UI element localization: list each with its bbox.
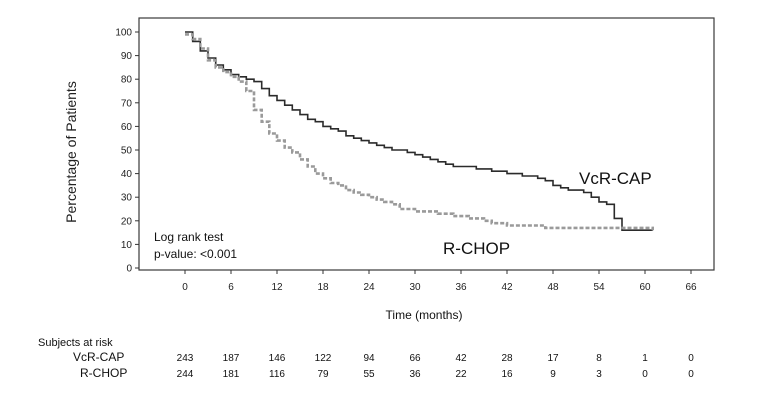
plot-frame	[138, 17, 715, 271]
risk-value: 94	[363, 353, 375, 364]
x-tick-label: 30	[409, 282, 421, 293]
x-tick-label: 0	[182, 282, 188, 293]
y-tick-label: 60	[121, 122, 133, 133]
risk-table-values: 243 187 146 122 94 66 42 28 17 8 1 0 244 181 116 79 55 36…	[177, 353, 695, 380]
x-tick-label: 24	[363, 282, 375, 293]
risk-value: 79	[317, 369, 329, 380]
x-tick-label: 66	[685, 282, 697, 293]
risk-value: 28	[501, 353, 513, 364]
risk-table-title: Subjects at risk	[38, 337, 113, 349]
y-axis: 0 10 20 30 40 50 60 70 80 90 100	[115, 28, 139, 275]
risk-value: 1	[642, 353, 648, 364]
risk-value: 55	[363, 369, 375, 380]
risk-value: 187	[223, 353, 240, 364]
x-tick-label: 54	[593, 282, 605, 293]
y-axis-title: Percentage of Patients	[63, 81, 79, 223]
risk-value: 16	[501, 369, 513, 380]
y-tick-label: 90	[121, 51, 133, 62]
log-rank-label: Log rank test	[154, 230, 224, 244]
series-line-vcr-cap	[185, 31, 653, 231]
y-tick-label: 80	[121, 75, 133, 86]
x-axis-title: Time (months)	[386, 308, 463, 322]
y-tick-label: 40	[121, 169, 133, 180]
series-label-vcr-cap: VcR-CAP	[579, 169, 652, 188]
risk-row-label-r-chop: R-CHOP	[80, 366, 127, 380]
risk-value: 244	[177, 369, 194, 380]
risk-value: 146	[269, 353, 286, 364]
x-tick-label: 18	[317, 282, 329, 293]
risk-value: 9	[550, 369, 556, 380]
survival-curves	[185, 31, 654, 231]
y-tick-label: 70	[121, 98, 133, 109]
risk-value: 36	[409, 369, 421, 380]
x-tick-label: 60	[639, 282, 651, 293]
x-tick-label: 12	[271, 282, 283, 293]
risk-value: 17	[547, 353, 559, 364]
risk-value: 0	[688, 353, 694, 364]
y-tick-label: 20	[121, 216, 133, 227]
risk-value: 122	[315, 353, 332, 364]
y-tick-label: 100	[115, 28, 132, 39]
series-label-r-chop: R-CHOP	[443, 239, 510, 258]
y-tick-label: 10	[121, 240, 133, 251]
x-tick-label: 36	[455, 282, 467, 293]
x-axis: 0 6 12 18 24 30 36 42 48 54 60 66	[182, 270, 697, 293]
y-tick-label: 50	[121, 146, 133, 157]
risk-row-label-vcr-cap: VcR-CAP	[73, 350, 124, 364]
x-tick-label: 42	[501, 282, 513, 293]
risk-value: 181	[223, 369, 240, 380]
risk-value: 0	[642, 369, 648, 380]
risk-value: 66	[409, 353, 421, 364]
risk-value: 42	[455, 353, 467, 364]
x-tick-label: 48	[547, 282, 559, 293]
p-value-label: p-value: <0.001	[154, 247, 237, 261]
y-tick-label: 30	[121, 193, 133, 204]
risk-value: 3	[596, 369, 602, 380]
risk-value: 116	[269, 369, 285, 380]
y-tick-label: 0	[126, 264, 132, 275]
risk-value: 243	[177, 353, 194, 364]
x-tick-label: 6	[228, 282, 234, 293]
risk-value: 8	[596, 353, 602, 364]
series-line-r-chop	[185, 33, 654, 231]
risk-value: 0	[688, 369, 694, 380]
risk-value: 22	[455, 369, 467, 380]
